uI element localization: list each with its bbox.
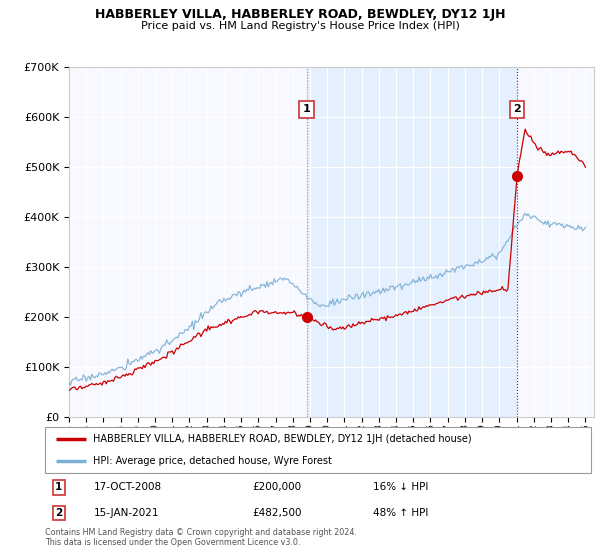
Text: Price paid vs. HM Land Registry's House Price Index (HPI): Price paid vs. HM Land Registry's House … — [140, 21, 460, 31]
Text: 1: 1 — [302, 104, 310, 114]
Text: 17-OCT-2008: 17-OCT-2008 — [94, 482, 162, 492]
Text: 48% ↑ HPI: 48% ↑ HPI — [373, 508, 428, 518]
Text: £482,500: £482,500 — [253, 508, 302, 518]
Text: HABBERLEY VILLA, HABBERLEY ROAD, BEWDLEY, DY12 1JH: HABBERLEY VILLA, HABBERLEY ROAD, BEWDLEY… — [95, 8, 505, 21]
Bar — [307, 67, 517, 417]
Text: 2: 2 — [55, 508, 62, 518]
Text: HABBERLEY VILLA, HABBERLEY ROAD, BEWDLEY, DY12 1JH (detached house): HABBERLEY VILLA, HABBERLEY ROAD, BEWDLEY… — [93, 434, 472, 444]
Text: Contains HM Land Registry data © Crown copyright and database right 2024.
This d: Contains HM Land Registry data © Crown c… — [45, 528, 357, 547]
Text: HPI: Average price, detached house, Wyre Forest: HPI: Average price, detached house, Wyre… — [93, 456, 332, 466]
Text: 15-JAN-2021: 15-JAN-2021 — [94, 508, 160, 518]
Text: £200,000: £200,000 — [253, 482, 302, 492]
Text: 1: 1 — [55, 482, 62, 492]
Text: 2: 2 — [514, 104, 521, 114]
Text: 16% ↓ HPI: 16% ↓ HPI — [373, 482, 428, 492]
